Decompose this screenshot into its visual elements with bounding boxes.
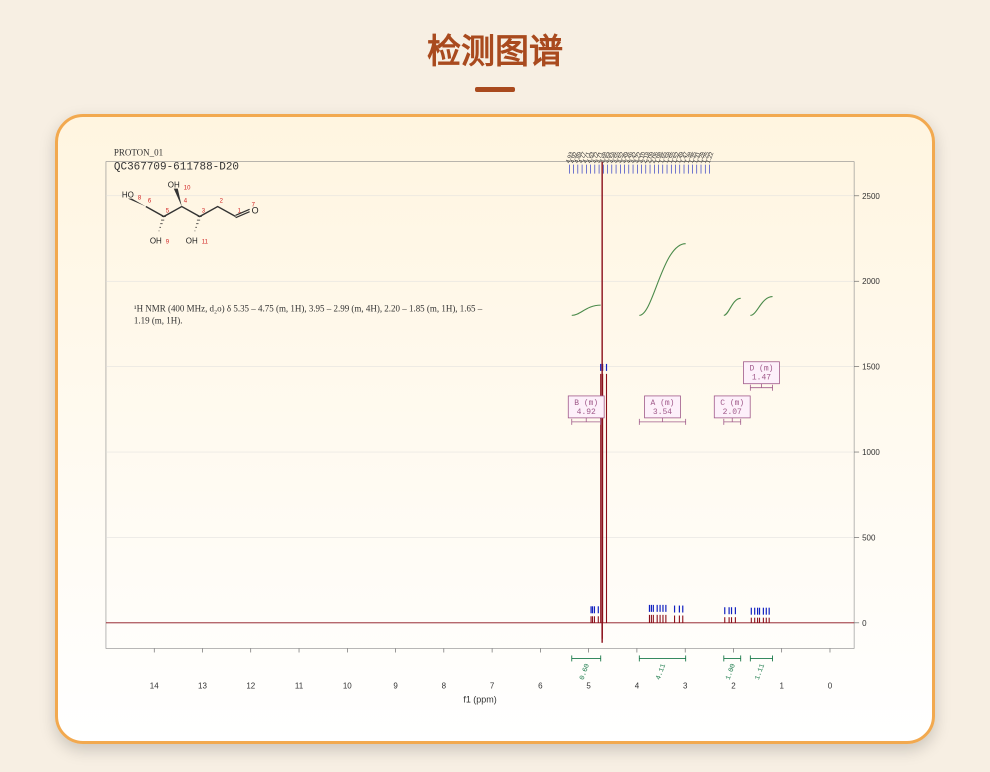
svg-text:10: 10 [184, 186, 191, 192]
region-value: 4.92 [577, 408, 596, 417]
nmr-caption: ¹H NMR (400 MHz, d₂o) δ 5.35 – 4.75 (m, … [134, 303, 483, 313]
x-tick-label: 14 [150, 681, 159, 690]
x-tick-label: 6 [538, 681, 543, 690]
y-tick-label: 2000 [862, 277, 880, 286]
x-tick-label: 2 [731, 681, 736, 690]
atom-number: 2 [220, 199, 224, 205]
integral-curve [639, 244, 685, 316]
svg-text:8: 8 [138, 196, 142, 202]
x-tick-label: 8 [442, 681, 447, 690]
region-value: 3.54 [653, 408, 672, 417]
integral-curve [724, 298, 741, 315]
atom-number: 6 [148, 199, 152, 205]
x-tick-label: 13 [198, 681, 207, 690]
x-tick-label: 1 [779, 681, 784, 690]
x-tick-label: 4 [635, 681, 640, 690]
nmr-caption: 1.19 (m, 1H). [134, 315, 183, 325]
x-tick-label: 5 [586, 681, 591, 690]
structure-oh: OH [186, 236, 198, 245]
x-axis-label: f1 (ppm) [463, 694, 496, 704]
region-label: D (m) [749, 365, 773, 374]
x-tick-label: 12 [246, 681, 255, 690]
region-label: C (m) [720, 399, 744, 408]
x-tick-label: 7 [490, 681, 495, 690]
region-label: A (m) [651, 399, 675, 408]
experiment-name: PROTON_01 [114, 148, 163, 158]
atom-number: 4 [184, 199, 188, 205]
sample-id: QC367709-611788-D20 [114, 162, 239, 174]
y-tick-label: 2500 [862, 192, 880, 201]
svg-text:11: 11 [202, 239, 209, 245]
title-underline [475, 87, 515, 92]
structure-oh: OH [150, 236, 162, 245]
y-tick-label: 0 [862, 619, 867, 628]
integral-curve [572, 305, 601, 315]
integral-value: 0.60 [579, 663, 592, 681]
region-value: 2.07 [723, 408, 742, 417]
y-tick-label: 1500 [862, 363, 880, 372]
nmr-spectrum: 0500100015002000250014131211109876543210… [86, 139, 904, 719]
region-value: 1.47 [752, 374, 771, 383]
x-tick-label: 0 [828, 681, 833, 690]
integral-value: 4.11 [655, 663, 668, 681]
x-tick-label: 9 [393, 681, 398, 690]
y-tick-label: 500 [862, 533, 876, 542]
integral-curve [750, 297, 772, 316]
structure-oh: HO [122, 191, 134, 200]
spectrum-card: 0500100015002000250014131211109876543210… [55, 114, 935, 744]
structure-oh: OH [168, 181, 180, 190]
integral-value: 1.11 [754, 663, 767, 681]
x-tick-label: 11 [295, 681, 304, 690]
integral-value: 1.00 [725, 663, 738, 681]
x-tick-label: 3 [683, 681, 688, 690]
page-title: 检测图谱 [0, 0, 990, 73]
structure-backbone [146, 207, 236, 217]
y-tick-label: 1000 [862, 448, 880, 457]
svg-text:9: 9 [166, 239, 170, 245]
x-tick-label: 10 [343, 681, 352, 690]
region-label: B (m) [574, 399, 598, 408]
